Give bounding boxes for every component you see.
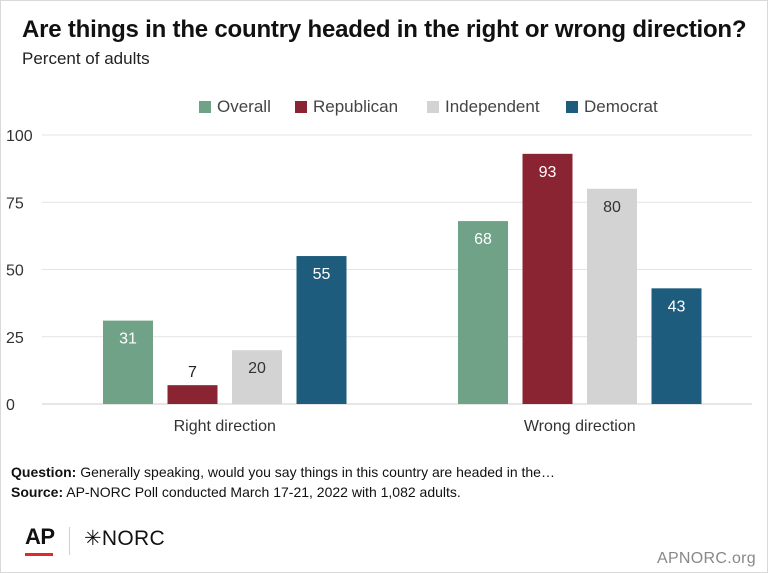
bar-chart: 0 25 50 75 100 31 7 20 55 Right direction 68 93 80 43… [6,128,752,435]
bar [522,153,573,404]
ap-logo-bar [25,553,53,556]
site-link[interactable]: APNORC.org [656,550,756,567]
data-label: 31 [119,331,137,348]
legend-item-independent: Independent [427,97,540,117]
data-label: 55 [313,266,331,283]
norc-logo: ✳NORC [84,527,165,550]
legend-swatch-republican [295,101,307,113]
x-tick-label: Wrong direction [524,418,636,435]
bar [587,188,637,404]
y-tick-label: 100 [6,128,33,145]
question-text: Generally speaking, would you say things… [76,464,555,480]
chart-title: Are things in the country headed in the … [22,16,747,43]
y-tick-label: 25 [6,330,24,347]
chart-legend: Overall Republican Independent Democrat [0,97,768,119]
chart-notes: Question: Generally speaking, would you … [11,462,555,502]
data-label: 68 [474,231,492,248]
data-label: 20 [248,360,266,377]
legend-swatch-overall [199,101,211,113]
legend-label-independent: Independent [445,97,540,116]
legend-label-republican: Republican [313,97,399,116]
question-note: Question: Generally speaking, would you … [11,462,555,482]
bar [103,320,153,404]
data-label: 7 [188,364,197,381]
chart-subtitle: Percent of adults [22,49,150,68]
bar [651,288,702,404]
source-note: Source: AP-NORC Poll conducted March 17-… [11,482,555,502]
bar [458,221,508,404]
bar [167,385,218,404]
y-tick-label: 50 [6,263,24,280]
data-label: 43 [668,298,686,315]
legend-item-democrat: Democrat [566,97,658,117]
question-label: Question: [11,464,77,480]
data-label: 80 [603,199,621,216]
legend-label-democrat: Democrat [584,97,658,116]
source-text: AP-NORC Poll conducted March 17-21, 2022… [63,484,461,500]
legend-label-overall: Overall [217,97,271,116]
bar [232,350,282,404]
logo-separator [69,527,70,555]
legend-swatch-independent [427,101,439,113]
legend-item-republican: Republican [295,97,398,117]
bar [296,256,347,404]
legend-swatch-democrat [566,101,578,113]
data-label: 93 [539,164,557,181]
legend-item-overall: Overall [199,97,271,117]
x-tick-label: Right direction [174,418,276,435]
source-label: Source: [11,484,64,500]
y-tick-label: 75 [6,195,24,212]
y-tick-label: 0 [6,397,15,414]
ap-logo: AP [25,524,55,549]
